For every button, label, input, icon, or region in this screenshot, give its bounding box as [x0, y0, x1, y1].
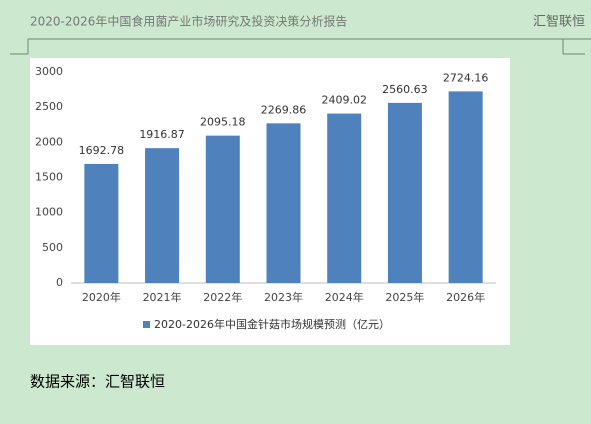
legend-swatch — [143, 321, 150, 328]
data-label: 1916.87 — [139, 128, 185, 141]
y-tick-label: 2500 — [35, 100, 63, 113]
bar — [266, 123, 301, 283]
data-label: 2560.63 — [382, 83, 428, 96]
data-label: 2409.02 — [321, 94, 367, 107]
x-tick-label: 2021年 — [143, 290, 182, 304]
bar — [387, 102, 422, 283]
y-tick-label: 1000 — [35, 206, 63, 219]
bar — [327, 113, 362, 284]
bar — [84, 163, 119, 283]
y-tick-label: 1500 — [35, 171, 63, 184]
bar — [145, 148, 180, 283]
header-title: 2020-2026年中国食用菌产业市场研究及投资决策分析报告 — [30, 14, 347, 29]
x-tick-label: 2025年 — [385, 290, 424, 304]
chart: 0 500 1000 1500 2000 2500 3000 2020年 2021年 2022年 2… — [35, 65, 496, 331]
x-tick-label: 2026年 — [446, 290, 485, 304]
header-brand: 汇智联恒 — [533, 15, 585, 30]
data-label: 1692.78 — [79, 144, 125, 157]
data-label: 2724.16 — [443, 71, 489, 84]
legend-label: 2020-2026年中国金针菇市场规模预测（亿元） — [154, 317, 390, 331]
data-label: 2269.86 — [261, 103, 307, 116]
data-label: 2095.18 — [200, 116, 246, 129]
x-tick-label: 2023年 — [264, 290, 303, 304]
bar — [448, 91, 483, 283]
source-note: 数据来源：汇智联恒 — [30, 373, 165, 391]
x-tick-label: 2020年 — [82, 290, 121, 304]
x-tick-label: 2024年 — [325, 290, 364, 304]
bar — [205, 135, 240, 283]
x-tick-label: 2022年 — [203, 290, 242, 304]
y-tick-label: 500 — [42, 241, 63, 254]
y-tick-label: 2000 — [35, 135, 63, 148]
y-tick-label: 3000 — [35, 65, 63, 78]
y-tick-label: 0 — [56, 276, 63, 289]
